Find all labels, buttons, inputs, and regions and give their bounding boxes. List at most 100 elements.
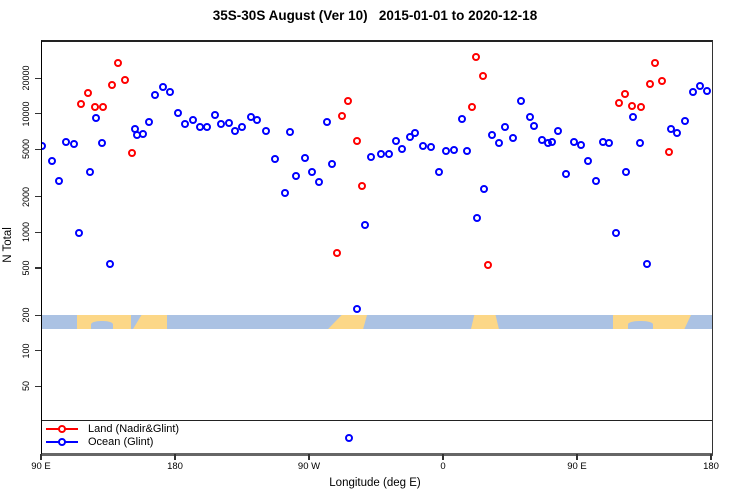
data-point-ocean bbox=[398, 144, 406, 153]
y-axis-tick bbox=[35, 350, 41, 352]
data-point-ocean bbox=[702, 86, 711, 95]
y-axis-title: N Total bbox=[2, 227, 14, 263]
data-point-ocean bbox=[576, 141, 585, 150]
data-point-ocean bbox=[353, 304, 362, 313]
ocean-notch bbox=[90, 321, 114, 330]
x-axis-tick bbox=[710, 454, 712, 460]
data-point-ocean bbox=[604, 138, 613, 147]
plot-area: Land (Nadir&Glint) Ocean (Glint) bbox=[41, 40, 713, 456]
data-point-ocean bbox=[230, 127, 239, 136]
data-point-land bbox=[353, 137, 362, 146]
data-point-ocean bbox=[159, 82, 168, 91]
data-point-ocean bbox=[322, 117, 331, 126]
data-point-ocean bbox=[70, 140, 78, 149]
y-axis-tick bbox=[35, 196, 41, 198]
data-point-ocean bbox=[47, 157, 56, 166]
legend-entry-ocean: Ocean (Glint) bbox=[46, 435, 153, 448]
data-point-ocean bbox=[54, 177, 63, 185]
data-point-ocean bbox=[462, 146, 471, 155]
data-point-ocean bbox=[106, 260, 115, 268]
data-point-ocean bbox=[61, 137, 70, 146]
data-point-ocean bbox=[410, 129, 419, 137]
data-point-ocean bbox=[406, 132, 415, 141]
data-point-ocean bbox=[526, 112, 535, 121]
data-point-land bbox=[84, 89, 92, 98]
data-point-ocean bbox=[508, 134, 517, 143]
data-point-ocean bbox=[441, 146, 450, 155]
legend-circle-blue-icon bbox=[58, 437, 66, 446]
data-point-land bbox=[77, 100, 85, 109]
data-point-ocean bbox=[166, 87, 175, 96]
x-axis-tick bbox=[174, 454, 176, 460]
data-point-land bbox=[628, 101, 637, 110]
data-point-land bbox=[127, 148, 136, 157]
data-point-land bbox=[472, 53, 480, 62]
data-point-ocean bbox=[225, 119, 233, 128]
x-axis-tick-label: 90 E bbox=[567, 461, 587, 472]
data-point-ocean bbox=[635, 138, 644, 147]
data-point-ocean bbox=[328, 159, 337, 168]
x-axis-tick bbox=[576, 454, 578, 460]
data-point-ocean bbox=[286, 128, 295, 137]
x-axis-tick bbox=[442, 454, 444, 460]
data-point-ocean bbox=[216, 120, 225, 129]
data-point-ocean bbox=[145, 117, 154, 126]
data-point-ocean bbox=[501, 123, 510, 132]
y-axis-tick bbox=[35, 267, 41, 269]
land-patch-africa bbox=[470, 314, 499, 330]
data-point-ocean bbox=[419, 142, 427, 151]
data-point-ocean bbox=[392, 137, 401, 146]
data-point-ocean bbox=[307, 167, 316, 176]
legend-separator-line bbox=[42, 420, 712, 422]
data-point-land bbox=[120, 76, 129, 84]
legend-marker-ocean bbox=[46, 435, 78, 448]
data-point-ocean bbox=[583, 157, 592, 166]
data-point-land bbox=[646, 80, 655, 88]
x-axis-tick-label: 90 W bbox=[297, 461, 321, 472]
y-axis-tick bbox=[35, 113, 41, 115]
data-point-ocean bbox=[367, 152, 376, 161]
data-point-ocean bbox=[280, 188, 289, 197]
legend-entry-land: Land (Nadir&Glint) bbox=[46, 422, 179, 435]
data-point-ocean bbox=[261, 127, 270, 136]
data-point-land bbox=[484, 260, 493, 269]
data-point-ocean bbox=[621, 167, 630, 176]
latitude-map-band bbox=[42, 314, 712, 330]
data-point-ocean bbox=[292, 171, 300, 180]
y-axis-tick bbox=[35, 231, 41, 233]
data-point-land bbox=[91, 103, 99, 112]
land-patch-tail-wedge bbox=[678, 314, 691, 330]
data-point-ocean bbox=[592, 177, 600, 185]
land-patch-new-zealand-wedge bbox=[132, 314, 168, 330]
data-point-ocean bbox=[480, 184, 489, 193]
data-point-ocean bbox=[611, 228, 620, 237]
x-axis-tick bbox=[40, 454, 42, 460]
data-point-land bbox=[657, 77, 666, 86]
data-point-ocean bbox=[85, 167, 94, 176]
data-point-land bbox=[479, 72, 487, 81]
y-axis-tick bbox=[35, 77, 41, 79]
data-point-ocean bbox=[237, 123, 246, 132]
data-point-ocean bbox=[75, 228, 84, 237]
data-point-ocean bbox=[673, 129, 681, 137]
data-point-ocean bbox=[314, 177, 323, 186]
data-point-land bbox=[99, 103, 108, 112]
legend-label-ocean: Ocean (Glint) bbox=[88, 435, 154, 448]
legend-circle-red-icon bbox=[58, 424, 66, 433]
data-point-ocean bbox=[345, 434, 353, 443]
data-point-land bbox=[614, 98, 623, 107]
land-patch-south-america bbox=[328, 314, 367, 330]
data-point-land bbox=[664, 147, 673, 156]
data-point-ocean bbox=[561, 169, 570, 178]
data-point-land bbox=[113, 59, 122, 68]
data-point-ocean bbox=[151, 91, 159, 100]
data-point-ocean bbox=[688, 88, 697, 97]
data-point-land bbox=[650, 59, 659, 68]
data-point-ocean bbox=[516, 96, 525, 105]
data-point-land bbox=[467, 103, 476, 112]
x-axis-tick-label: 90 E bbox=[31, 461, 51, 472]
data-point-ocean bbox=[554, 127, 563, 136]
data-point-ocean bbox=[529, 122, 538, 131]
data-point-ocean bbox=[385, 149, 394, 158]
